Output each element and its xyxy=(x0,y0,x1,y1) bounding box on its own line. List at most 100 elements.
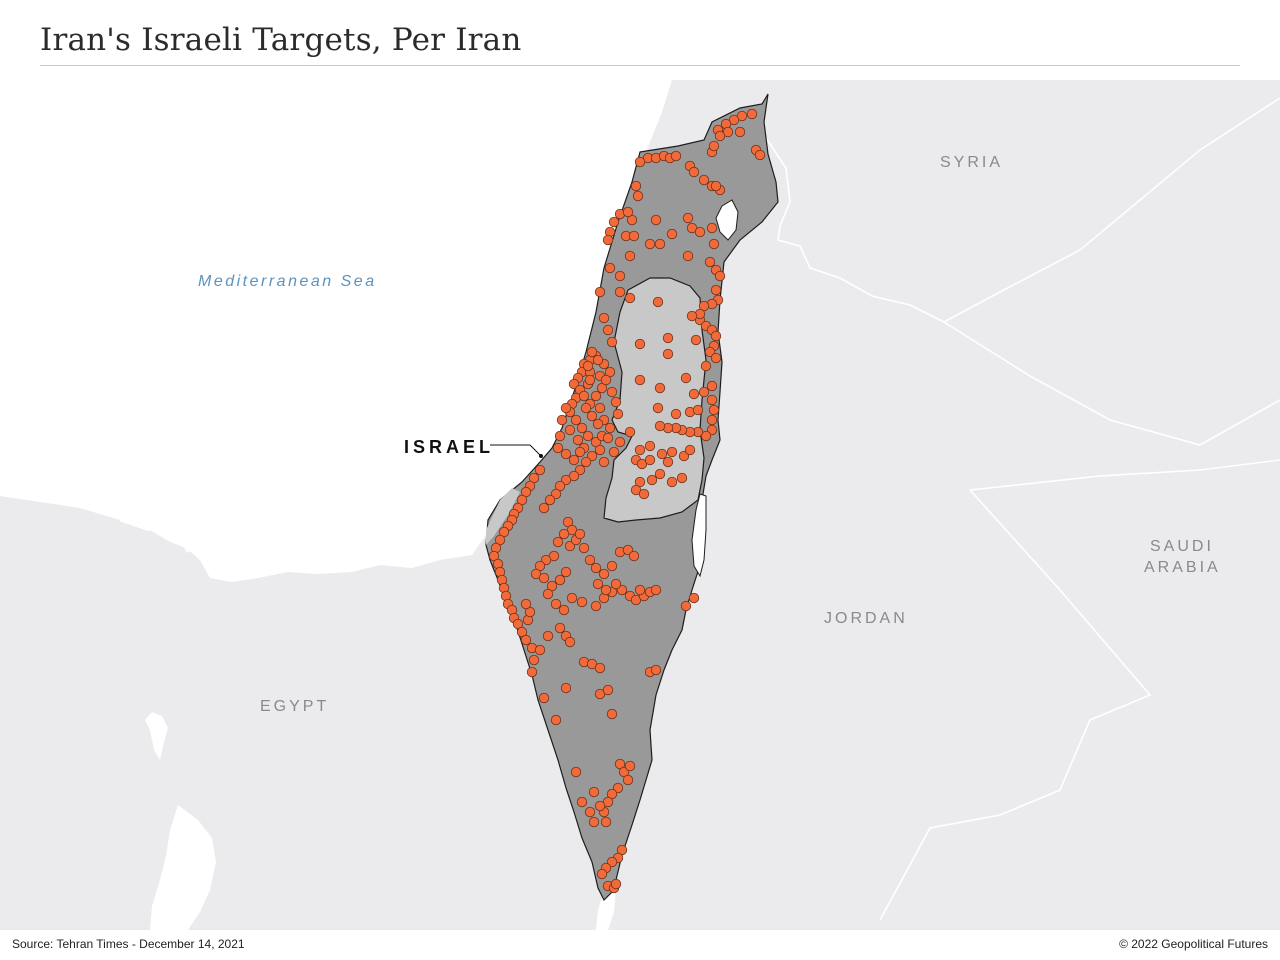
target-dot xyxy=(576,796,588,808)
target-dot xyxy=(598,568,610,580)
target-dot xyxy=(710,284,722,296)
target-dot xyxy=(670,408,682,420)
target-dot xyxy=(568,454,580,466)
target-dot xyxy=(550,714,562,726)
target-dot xyxy=(554,622,566,634)
target-dot xyxy=(602,324,614,336)
source-note: Source: Tehran Times - December 14, 2021 xyxy=(12,937,245,951)
target-dot xyxy=(708,140,720,152)
target-dot xyxy=(598,312,610,324)
target-dot xyxy=(560,682,572,694)
target-dot xyxy=(610,578,622,590)
target-dot xyxy=(710,330,722,342)
target-dot xyxy=(554,574,566,586)
target-dot xyxy=(520,598,532,610)
target-dot xyxy=(654,238,666,250)
target-dot xyxy=(596,868,608,880)
target-dot xyxy=(634,156,646,168)
target-dot xyxy=(606,336,618,348)
target-dot xyxy=(544,494,556,506)
target-dot xyxy=(594,800,606,812)
target-dot xyxy=(586,346,598,358)
target-dot xyxy=(542,588,554,600)
mediterranean-sea xyxy=(0,80,672,582)
target-dot xyxy=(652,402,664,414)
target-dot xyxy=(630,180,642,192)
target-dot xyxy=(710,180,722,192)
target-dot xyxy=(558,528,570,540)
target-dot xyxy=(578,390,590,402)
target-dot xyxy=(654,420,666,432)
target-dot xyxy=(520,634,532,646)
target-dot xyxy=(650,584,662,596)
target-dot xyxy=(614,436,626,448)
target-dot xyxy=(622,774,634,786)
target-dot xyxy=(632,190,644,202)
target-dot xyxy=(670,150,682,162)
gaza-strip xyxy=(486,488,520,545)
target-dot xyxy=(592,354,604,366)
target-dot xyxy=(666,476,678,488)
target-dot xyxy=(666,228,678,240)
target-dot xyxy=(708,404,720,416)
target-dot xyxy=(584,806,596,818)
target-dot xyxy=(560,448,572,460)
target-dot xyxy=(644,440,656,452)
target-dot xyxy=(610,396,622,408)
target-dot xyxy=(646,474,658,486)
target-dot xyxy=(698,174,710,186)
target-dot xyxy=(606,386,618,398)
target-dot xyxy=(624,426,636,438)
israel-leader-line-diag xyxy=(529,444,542,457)
target-dot xyxy=(706,394,718,406)
target-dot xyxy=(606,708,618,720)
israel-leader-dot xyxy=(539,454,543,458)
target-dot xyxy=(588,786,600,798)
target-dot xyxy=(584,554,596,566)
target-dot xyxy=(584,374,596,386)
target-dot xyxy=(552,442,564,454)
target-dot xyxy=(654,468,666,480)
target-dot xyxy=(612,408,624,420)
gulf-of-suez xyxy=(150,805,216,930)
target-dot xyxy=(638,488,650,500)
target-dot xyxy=(708,238,720,250)
target-dot xyxy=(734,126,746,138)
target-dot xyxy=(754,149,766,161)
target-dot xyxy=(628,230,640,242)
target-dot xyxy=(594,286,606,298)
target-dot xyxy=(662,332,674,344)
target-dot xyxy=(594,402,606,414)
target-dot xyxy=(534,464,546,476)
target-dot xyxy=(560,402,572,414)
target-dot xyxy=(534,644,546,656)
target-dot xyxy=(554,430,566,442)
target-dot xyxy=(552,536,564,548)
target-dot xyxy=(598,456,610,468)
target-dot xyxy=(608,216,620,228)
label-mediterranean-sea: Mediterranean Sea xyxy=(198,273,377,290)
target-dot xyxy=(558,604,570,616)
target-dot xyxy=(654,382,666,394)
target-dot xyxy=(688,592,700,604)
target-dot xyxy=(604,262,616,274)
target-dot xyxy=(542,630,554,642)
target-dot xyxy=(576,596,588,608)
target-dot xyxy=(564,636,576,648)
target-dot xyxy=(680,372,692,384)
target-dot xyxy=(600,374,612,386)
target-dot xyxy=(582,360,594,372)
dead-sea xyxy=(691,493,707,578)
target-dot xyxy=(714,270,726,282)
sea-of-galilee xyxy=(715,199,739,241)
target-markers xyxy=(488,108,766,894)
label-saudi-arabia-line1: SAUDI xyxy=(1150,538,1214,555)
gulf-of-aqaba xyxy=(596,885,616,930)
target-dot xyxy=(570,766,582,778)
target-dot xyxy=(704,256,716,268)
footer: Source: Tehran Times - December 14, 2021… xyxy=(0,930,1280,960)
target-dot xyxy=(582,430,594,442)
target-dot xyxy=(560,566,572,578)
target-dot xyxy=(662,348,674,360)
target-dot xyxy=(588,816,600,828)
